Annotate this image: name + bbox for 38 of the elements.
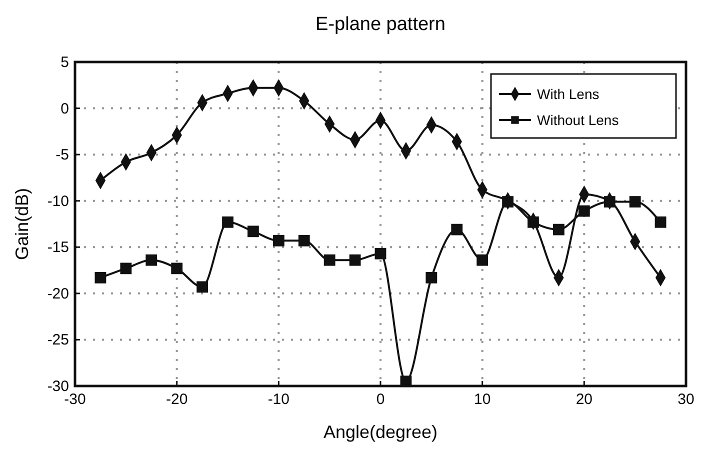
- chart-title: E-plane pattern: [316, 14, 446, 35]
- y-tick-label: 0: [60, 100, 69, 118]
- point: [146, 254, 158, 266]
- point: [248, 226, 259, 238]
- point: [171, 262, 183, 274]
- legend-label: With Lens: [537, 86, 600, 102]
- point: [94, 272, 106, 284]
- y-tick-label: 5: [60, 54, 69, 71]
- point: [272, 234, 284, 246]
- point: [654, 216, 666, 228]
- point: [476, 254, 488, 266]
- point: [324, 254, 336, 266]
- point: [120, 262, 132, 274]
- point: [374, 248, 386, 260]
- point: [298, 234, 310, 246]
- point: [451, 224, 463, 236]
- point: [349, 254, 361, 266]
- point: [629, 196, 641, 208]
- x-tick-label: -20: [166, 391, 188, 408]
- y-tick-label: -25: [47, 332, 69, 349]
- x-tick-label: 20: [576, 391, 593, 408]
- point: [426, 272, 438, 284]
- y-tick-label: -30: [47, 378, 69, 395]
- x-tick-label: 30: [678, 391, 694, 408]
- y-tick-label: -5: [56, 146, 69, 164]
- point: [222, 216, 234, 228]
- y-axis-title: Gain(dB): [12, 188, 32, 260]
- point: [196, 281, 208, 293]
- y-tick-label: -20: [47, 285, 69, 302]
- x-axis-title: Angle(degree): [323, 422, 438, 442]
- y-tick-label: -10: [47, 192, 69, 210]
- x-tick-label: 10: [474, 391, 491, 408]
- point: [553, 224, 564, 236]
- legend-label: Without Lens: [537, 112, 619, 128]
- y-tick-label: -15: [47, 239, 69, 256]
- x-tick-label: -10: [268, 391, 290, 408]
- point: [578, 205, 590, 217]
- x-tick-label: 0: [376, 391, 385, 408]
